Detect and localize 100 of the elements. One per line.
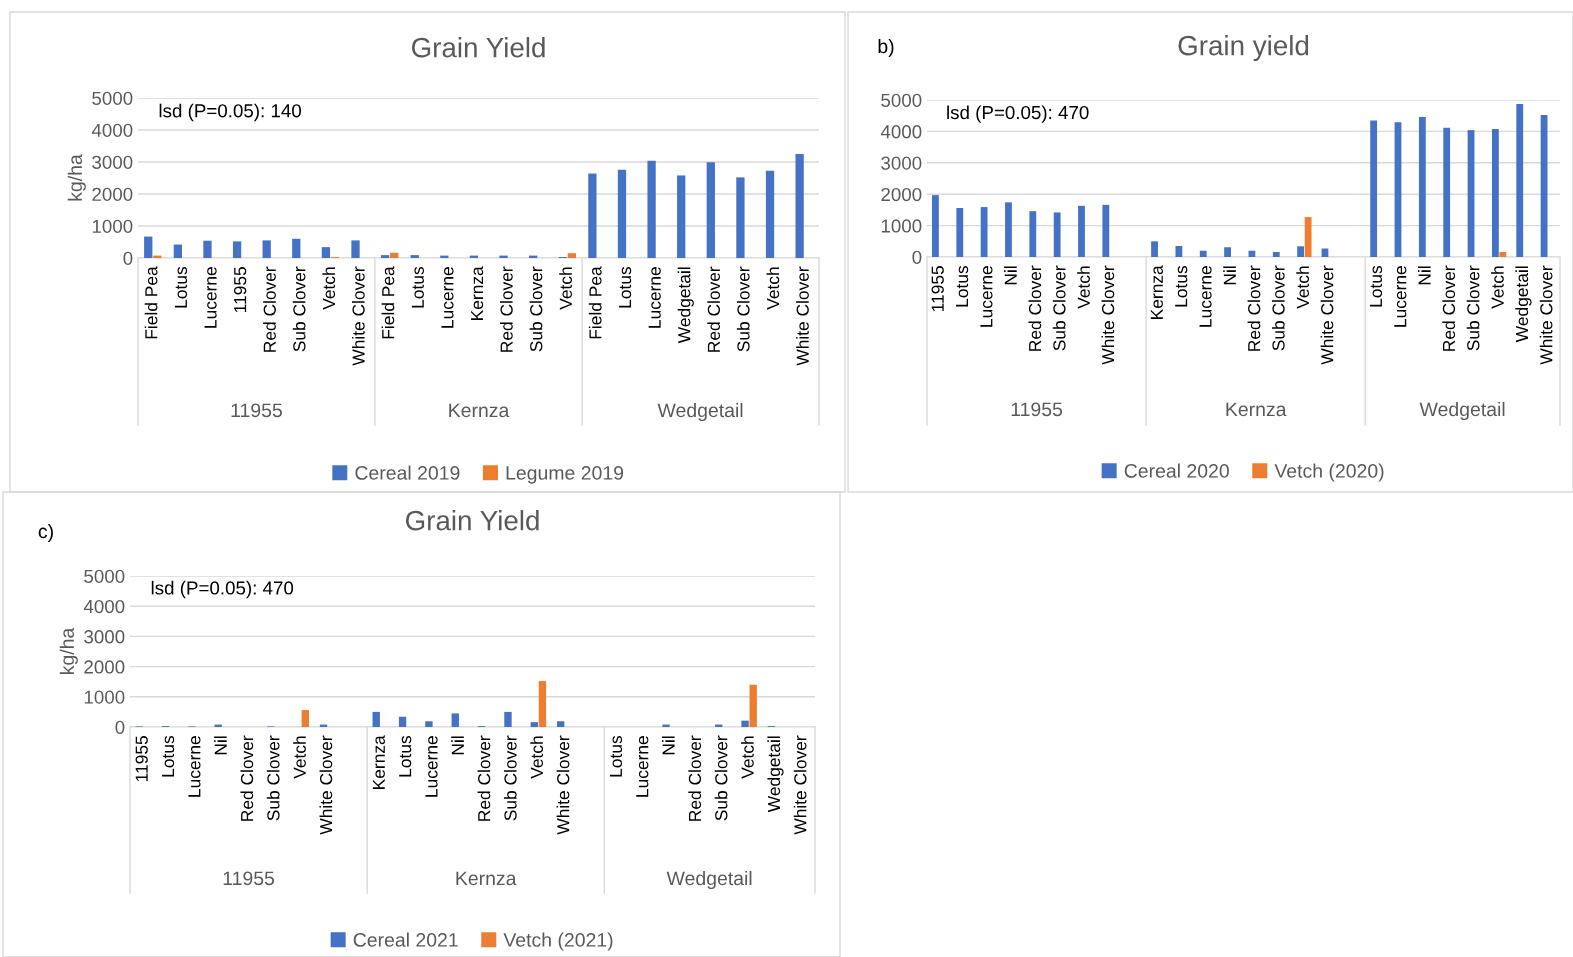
x-tick-label: Lotus (411, 266, 424, 308)
x-tick-label: Vetch (559, 267, 572, 310)
annotation: lsd (P=0.05): 470 (947, 105, 1089, 123)
bar (410, 255, 419, 258)
x-tick-label: Red Clover (707, 266, 721, 352)
bar (504, 711, 512, 727)
bar (1029, 211, 1037, 257)
bar (530, 722, 538, 727)
legend-label: Vetch (2020) (1274, 463, 1384, 482)
x-tick-label: White Clover (793, 735, 807, 835)
x-tick-label: Lucerne (1199, 266, 1212, 327)
legend-label: Cereal 2019 (355, 465, 460, 480)
bar (390, 252, 399, 258)
annotation: lsd (P=0.05): 140 (159, 103, 302, 122)
x-tick-label: Lucerne (204, 267, 217, 328)
x-tick-label: Sub Clover (1052, 265, 1066, 351)
bar (351, 240, 360, 258)
x-tick-label: White Clover (1539, 265, 1553, 365)
x-tick-label: Sub Clover (736, 266, 750, 352)
bar (499, 255, 508, 258)
bar (1304, 217, 1312, 257)
x-tick-label: White Clover (319, 735, 333, 835)
x-tick-label: Lotus (609, 735, 623, 777)
y-tick-label: 3000 (84, 630, 125, 644)
x-tick-label: Lucerne (188, 736, 201, 797)
bar (380, 255, 390, 258)
x-tick-label: Red Clover (240, 735, 254, 821)
text: Kernza (449, 403, 510, 418)
x-tick-label: Lucerne (636, 736, 649, 797)
bar (706, 162, 715, 258)
x-tick-label: Red Clover (477, 735, 491, 821)
x-tick-label: Lotus (956, 265, 969, 307)
x-tick-label: Nil (214, 736, 227, 755)
y-tick-label: 0 (123, 251, 133, 265)
legend-label: Vetch (2021) (503, 932, 613, 951)
text: b) (878, 38, 894, 58)
x-tick-label: Nil (662, 736, 675, 755)
chart-title: Grain Yield (405, 510, 539, 531)
x-tick-label: Nil (1418, 266, 1431, 285)
x-tick-label: Lotus (174, 266, 188, 308)
x-tick-label: Red Clover (1028, 265, 1042, 351)
y-tick-label: 4000 (880, 125, 922, 139)
x-tick-label: Vetch (322, 267, 336, 310)
bar (741, 720, 749, 727)
text: Wedgetail (666, 870, 752, 890)
bar (932, 195, 939, 257)
bar (1418, 116, 1426, 257)
bar (153, 255, 162, 258)
x-tick-label: White Clover (1320, 265, 1334, 365)
x-tick-label: Vetch (741, 736, 754, 779)
annotation: lsd (P=0.05): 470 (151, 580, 294, 599)
y-axis-title: kg/ha (59, 627, 78, 674)
y-tick-label: 5000 (881, 93, 922, 107)
x-tick-label: Vetch (1296, 266, 1310, 309)
x-tick-label: Sub Clover (529, 266, 543, 352)
legend-label: Cereal 2021 (353, 932, 458, 947)
bar (1199, 250, 1207, 257)
x-tick-label: 11955 (234, 267, 247, 312)
bar (292, 238, 301, 258)
x-tick-label: Red Clover (500, 266, 513, 352)
x-tick-label: White Clover (1101, 265, 1115, 365)
bar (538, 681, 547, 727)
text: 11955 (1011, 402, 1063, 417)
x-tick-label: Lotus (1175, 265, 1188, 307)
y-tick-label: 2000 (881, 187, 922, 202)
bar (1053, 212, 1061, 257)
y-axis-title: kg/ha (67, 154, 86, 201)
x-tick-label: Lucerne (980, 266, 993, 327)
bar (1516, 104, 1524, 257)
x-tick-label: Sub Clover (1466, 265, 1480, 351)
x-tick-label: Red Clover (263, 266, 276, 352)
bar (398, 716, 407, 727)
x-tick-label: White Clover (556, 735, 570, 835)
bar (321, 247, 331, 258)
x-tick-label: Lucerne (425, 736, 438, 797)
bar (617, 169, 627, 258)
bar (588, 173, 597, 258)
y-tick-label: 5000 (84, 569, 125, 583)
x-tick-label: Lotus (619, 266, 632, 308)
bar (1224, 247, 1231, 257)
bar (980, 207, 988, 257)
y-tick-label: 1000 (881, 219, 922, 233)
bar (144, 236, 153, 258)
chart-title: Grain Yield (411, 37, 545, 58)
x-tick-label: Field Pea (144, 266, 158, 339)
x-tick-label: 11955 (931, 266, 944, 311)
y-tick-label: 0 (912, 250, 922, 264)
x-tick-label: 11955 (135, 736, 148, 781)
y-tick-label: 4000 (83, 599, 125, 614)
y-tick-label: 1000 (84, 690, 125, 704)
text: Wedgetail (1419, 401, 1505, 421)
bar (795, 154, 804, 258)
bar (765, 170, 775, 258)
bar (301, 710, 309, 727)
y-tick-label: 2000 (84, 660, 125, 674)
bar (677, 175, 686, 258)
x-tick-label: Nil (1004, 266, 1017, 285)
x-tick-label: Red Clover (688, 735, 702, 821)
chart-title: Grain yield (1178, 35, 1309, 61)
bar (1151, 241, 1158, 257)
